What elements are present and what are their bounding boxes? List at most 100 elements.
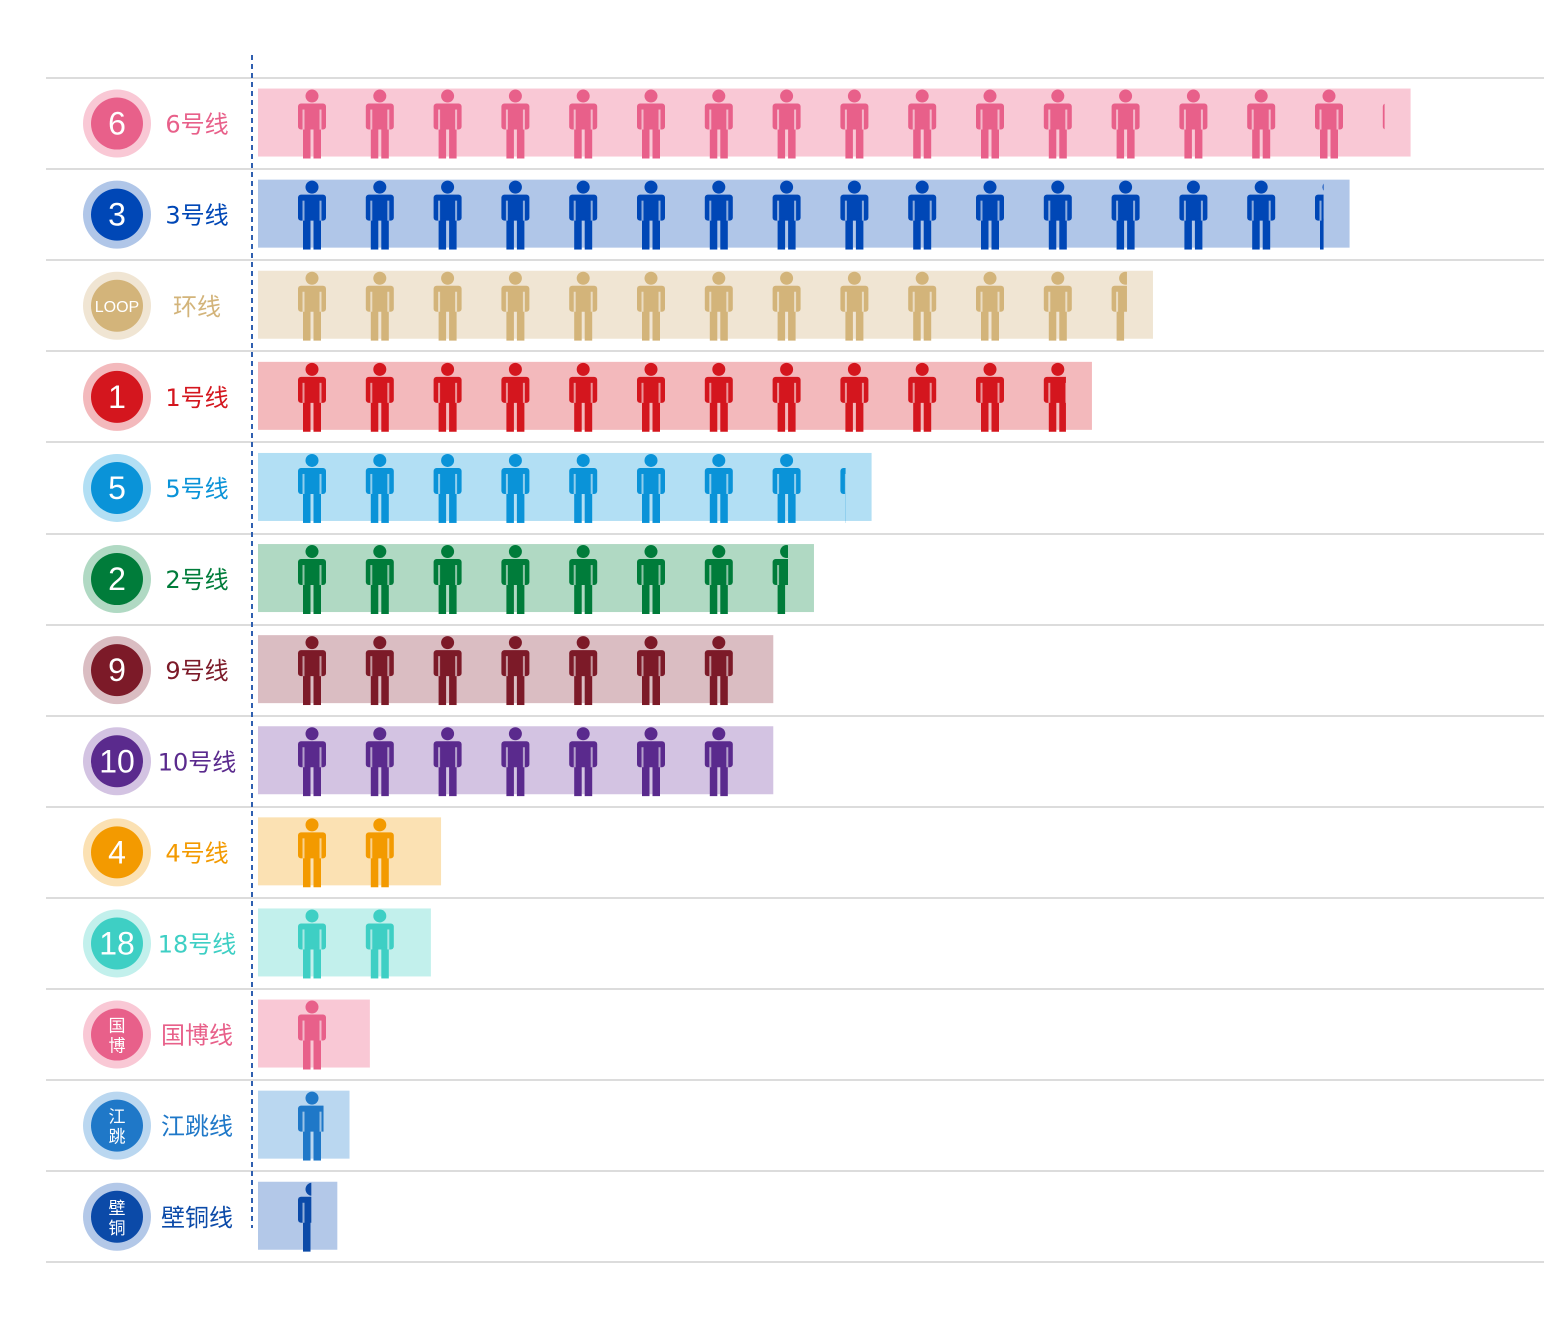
person-icon xyxy=(501,89,530,159)
person-icon xyxy=(1247,180,1276,250)
person-icon xyxy=(1111,271,1127,341)
badge-text: 5 xyxy=(108,470,126,506)
person-icon xyxy=(365,909,394,979)
person-icon xyxy=(976,271,1004,341)
person-icon xyxy=(772,180,801,250)
person-icon xyxy=(704,180,733,250)
person-icon xyxy=(704,271,733,341)
person-icon xyxy=(772,453,801,523)
person-icon xyxy=(434,909,462,978)
person-icon xyxy=(569,362,598,432)
person-icon xyxy=(773,636,801,705)
person-icon xyxy=(433,89,462,159)
icons-壁铜线 xyxy=(298,1182,312,1252)
person-icon xyxy=(365,545,394,615)
person-icon xyxy=(1315,183,1324,250)
grid-lines xyxy=(46,77,1544,1263)
bar-6号线 xyxy=(258,88,1411,157)
person-icon xyxy=(433,362,462,432)
person-icon xyxy=(908,271,937,341)
person-icon xyxy=(704,545,733,615)
line-badge xyxy=(91,735,143,788)
line-badge xyxy=(91,461,143,514)
line-name-label: 江跳线 xyxy=(161,1113,233,1141)
badge-text: 江 xyxy=(109,1108,126,1128)
person-icon xyxy=(840,180,869,250)
bar-壁铜线 xyxy=(258,1181,338,1250)
icons-1号线 xyxy=(298,362,1140,432)
person-icon xyxy=(1111,89,1140,159)
person-icon xyxy=(637,545,665,615)
person-icon xyxy=(1112,363,1140,432)
badge-text: 国 xyxy=(109,1017,126,1037)
person-icon xyxy=(569,453,598,523)
person-icon xyxy=(433,453,462,523)
person-icon xyxy=(298,1000,326,1070)
person-icon xyxy=(366,1092,394,1161)
person-icon xyxy=(365,89,394,159)
person-icon xyxy=(840,545,868,614)
person-icon xyxy=(1382,103,1385,130)
person-icon xyxy=(840,467,846,523)
person-icon xyxy=(1043,362,1066,432)
person-icon xyxy=(298,727,326,797)
icons-3号线 xyxy=(298,180,1324,250)
person-icon xyxy=(1043,271,1072,341)
line-badge xyxy=(91,826,143,879)
person-icon xyxy=(298,1091,324,1161)
person-icon xyxy=(501,727,530,797)
person-icon xyxy=(365,727,394,797)
person-icon xyxy=(976,362,1004,432)
person-icon xyxy=(365,271,394,341)
line-name-label: 10号线 xyxy=(158,748,237,776)
person-icon xyxy=(772,362,801,432)
person-icon xyxy=(569,271,598,341)
line-badge xyxy=(91,1099,143,1152)
badge-text: 1 xyxy=(108,379,126,415)
line-name-label: 9号线 xyxy=(165,657,228,685)
line-name-label: 18号线 xyxy=(158,930,237,958)
icons-江跳线 xyxy=(298,1091,394,1161)
person-icon xyxy=(1315,89,1343,159)
line-name-label: 6号线 xyxy=(165,111,228,139)
row-labels: 6 6号线 3 3号线 LOOP 环线 1 1号线 5 5号线 2 2号线 9 9号线 10 10号线 4 4号线… xyxy=(83,89,237,1251)
person-icon xyxy=(569,636,598,706)
bar-1号线 xyxy=(258,361,1092,430)
person-icon xyxy=(772,271,801,341)
person-icon xyxy=(773,727,801,796)
person-icon xyxy=(840,89,869,159)
person-icon xyxy=(637,89,665,159)
person-icon xyxy=(501,271,530,341)
badge-text: 18 xyxy=(99,925,135,961)
line-badge xyxy=(91,370,143,423)
person-icon xyxy=(433,271,462,341)
line-badge xyxy=(91,279,143,332)
bar-4号线 xyxy=(258,817,442,886)
person-icon xyxy=(1247,89,1276,159)
person-icon xyxy=(298,453,326,523)
person-icon xyxy=(908,180,937,250)
person-icon xyxy=(704,89,733,159)
person-icon xyxy=(298,545,326,615)
person-icon xyxy=(433,545,462,615)
person-icon xyxy=(433,727,462,797)
line-name-label: 1号线 xyxy=(165,384,228,412)
bar-18号线 xyxy=(258,908,431,977)
badge-text: 9 xyxy=(108,652,126,688)
person-icon xyxy=(1179,89,1208,159)
person-icon xyxy=(298,89,326,159)
person-icon xyxy=(704,727,733,797)
icons-5号线 xyxy=(298,453,846,523)
person-icon xyxy=(365,818,394,888)
line-badge xyxy=(91,553,143,606)
badge-text: 博 xyxy=(109,1037,126,1057)
badge-text: 3 xyxy=(108,197,126,233)
person-icon xyxy=(298,909,326,979)
person-icon xyxy=(1179,272,1207,341)
person-icon xyxy=(840,362,869,432)
person-icon xyxy=(1043,89,1072,159)
badge-text: 4 xyxy=(108,834,126,870)
person-icon xyxy=(298,636,326,706)
person-icon xyxy=(365,180,394,250)
